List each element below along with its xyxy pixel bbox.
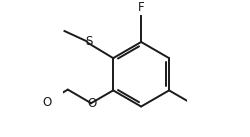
Text: F: F (138, 1, 144, 14)
Text: O: O (88, 97, 97, 110)
Text: S: S (85, 35, 92, 48)
Text: O: O (42, 96, 51, 109)
